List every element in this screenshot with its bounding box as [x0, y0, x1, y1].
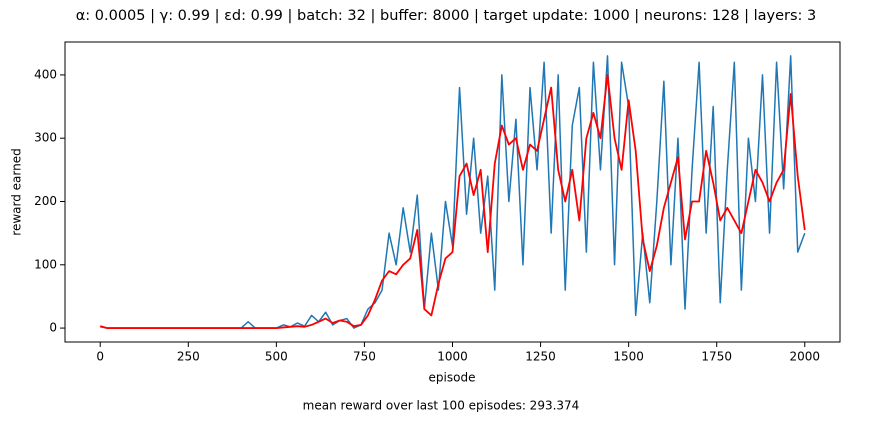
x-tick-label: 2000: [789, 350, 820, 364]
series-line: [100, 55, 806, 329]
y-tick-label: 0: [49, 321, 57, 335]
plot-frame: [64, 41, 841, 343]
x-tick-label: 500: [265, 350, 288, 364]
annotation: mean reward over last 100 episodes: 293.…: [303, 399, 580, 413]
x-tick-label: 750: [353, 350, 376, 364]
x-tick-label: 1750: [701, 350, 732, 364]
y-tick-label: 100: [34, 257, 57, 271]
y-tick-label: 400: [34, 67, 57, 81]
x-tick-label: 1250: [525, 350, 556, 364]
series-line: [99, 74, 806, 329]
y-tick-label: 300: [34, 131, 57, 145]
x-tick-label: 1500: [613, 350, 644, 364]
x-tick-label: 0: [96, 350, 104, 364]
x-axis-label: episode: [429, 371, 476, 385]
y-tick-label: 200: [34, 194, 57, 208]
x-tick-label: 250: [177, 350, 200, 364]
x-tick-label: 1000: [437, 350, 468, 364]
chart-title: α: 0.0005 | γ: 0.99 | εd: 0.99 | batch: …: [76, 8, 817, 24]
y-axis-label: reward earned: [10, 148, 24, 235]
